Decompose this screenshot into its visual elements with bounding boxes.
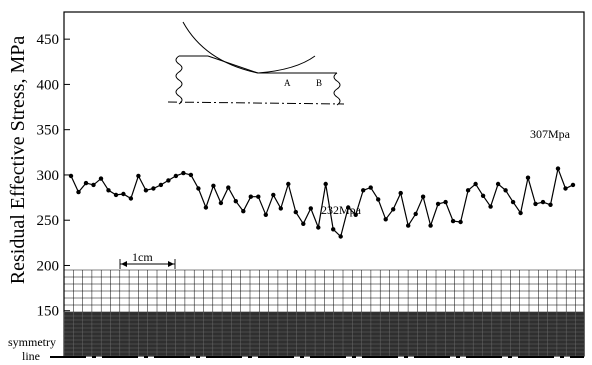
data-point xyxy=(323,181,328,187)
data-point xyxy=(548,202,553,207)
scale-bar-label: 1cm xyxy=(132,250,153,264)
data-point xyxy=(293,209,298,215)
data-point xyxy=(391,207,396,212)
inset-right-break xyxy=(333,72,341,106)
data-point xyxy=(278,206,283,211)
symmetry-label-line2: line xyxy=(22,349,40,363)
data-point xyxy=(113,192,119,198)
data-point xyxy=(143,188,149,193)
data-point xyxy=(121,191,126,197)
data-point xyxy=(420,194,426,199)
data-point xyxy=(136,173,141,179)
data-point xyxy=(368,185,373,190)
data-point xyxy=(241,209,246,214)
data-point xyxy=(495,181,501,187)
y-tick-label: 200 xyxy=(37,258,60,274)
data-point xyxy=(256,194,261,199)
data-point xyxy=(211,183,216,188)
data-point xyxy=(98,176,104,181)
data-point xyxy=(188,172,194,178)
data-point xyxy=(450,218,456,224)
y-axis-title: Residual Effective Stress, MPa xyxy=(7,36,29,285)
data-point xyxy=(555,166,561,171)
data-point xyxy=(83,180,89,186)
y-tick-label: 350 xyxy=(37,123,60,139)
data-point xyxy=(503,188,508,193)
data-point xyxy=(196,186,201,191)
data-point xyxy=(435,201,441,207)
inset-roller-arc xyxy=(182,21,316,74)
data-point xyxy=(128,196,134,201)
data-point xyxy=(428,223,433,228)
data-point xyxy=(166,178,171,183)
y-tick-label: 300 xyxy=(37,168,60,184)
inset-label-a: A xyxy=(284,78,291,88)
scale-arrow-right xyxy=(168,261,174,267)
y-tick-label: 250 xyxy=(37,213,60,229)
scale-bar: 1cm xyxy=(119,250,176,269)
annotation-min: 232Mpa xyxy=(321,203,362,217)
data-point xyxy=(106,188,111,193)
scale-arrow-left xyxy=(121,261,127,267)
data-point xyxy=(488,204,493,209)
data-point xyxy=(346,205,351,210)
mesh-fine-region xyxy=(64,312,584,356)
symmetry-label-line1: symmetry xyxy=(8,335,56,349)
data-point xyxy=(181,170,186,176)
annotation-max: 307Mpa xyxy=(530,127,571,141)
data-point xyxy=(308,206,313,211)
inset-label-b: B xyxy=(316,78,322,88)
data-point xyxy=(233,199,238,204)
y-tick-label: 150 xyxy=(37,304,60,320)
data-point xyxy=(458,219,463,225)
data-point xyxy=(76,189,81,195)
series-layer xyxy=(68,166,576,239)
y-tick-label: 450 xyxy=(37,32,60,48)
data-point xyxy=(173,173,179,179)
data-point xyxy=(248,194,253,199)
data-point xyxy=(151,186,156,191)
data-point xyxy=(570,182,576,188)
y-tick-label: 400 xyxy=(37,77,60,93)
data-point xyxy=(316,225,321,230)
data-point xyxy=(383,217,388,222)
data-point xyxy=(263,212,268,217)
data-point xyxy=(406,223,411,228)
data-point xyxy=(376,197,381,202)
data-point xyxy=(331,227,336,232)
data-point xyxy=(540,199,546,205)
data-point xyxy=(533,201,538,207)
data-point xyxy=(203,205,209,210)
y-axis-ticks: 150 200 250 300 350 400 450 xyxy=(37,32,70,320)
data-point xyxy=(271,192,276,198)
data-point xyxy=(510,199,516,205)
data-point xyxy=(338,234,343,239)
data-point xyxy=(518,210,523,216)
data-point xyxy=(68,173,74,179)
data-point xyxy=(443,199,448,205)
data-point xyxy=(286,181,291,187)
data-point xyxy=(91,182,96,188)
data-point xyxy=(563,186,568,191)
data-point xyxy=(158,182,164,188)
inset-step-line xyxy=(207,55,259,74)
data-point xyxy=(301,221,306,226)
inset-schematic: A B xyxy=(167,21,345,106)
data-point xyxy=(525,175,531,180)
data-point xyxy=(413,211,418,217)
inset-symmetry-axis xyxy=(167,101,345,105)
data-point xyxy=(480,193,486,198)
inset-left-break xyxy=(175,55,183,105)
data-point xyxy=(218,200,224,206)
data-point xyxy=(226,185,231,190)
data-point xyxy=(473,181,478,187)
data-point xyxy=(361,188,366,193)
fe-mesh xyxy=(63,269,584,357)
data-point xyxy=(465,188,471,193)
data-point xyxy=(353,212,358,217)
data-point xyxy=(398,190,403,196)
